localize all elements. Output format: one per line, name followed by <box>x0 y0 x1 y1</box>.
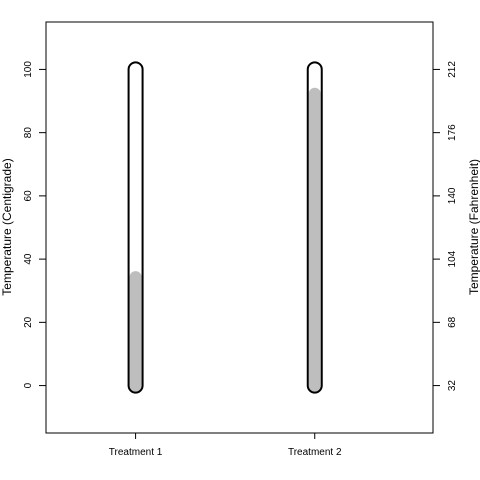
x-tick-label: Treatment 2 <box>288 447 342 458</box>
thermometers <box>127 61 323 394</box>
right-tick-label: 68 <box>447 316 458 328</box>
y-axis-title-left: Temperature (Centigrade) <box>0 158 14 295</box>
left-tick-label: 0 <box>23 382 34 388</box>
thermometer-fill <box>129 271 142 393</box>
left-y-axis: 0 20 40 60 80 100 <box>23 61 47 388</box>
thermometer-outline <box>306 61 323 394</box>
right-tick-label: 104 <box>447 250 458 267</box>
y-axis-title-right: Temperature (Fahrenheit) <box>467 159 480 295</box>
thermometer-1 <box>127 61 144 394</box>
thermometer-fill <box>308 87 321 393</box>
left-tick-label: 40 <box>23 253 34 265</box>
thermometer-2 <box>306 61 323 394</box>
right-tick-label: 212 <box>447 61 458 78</box>
right-tick-label: 140 <box>447 187 458 204</box>
right-tick-label: 176 <box>447 124 458 141</box>
left-tick-label: 20 <box>23 316 34 328</box>
left-tick-label: 80 <box>23 127 34 139</box>
x-tick-label: Treatment 1 <box>109 447 163 458</box>
left-tick-label: 100 <box>23 61 34 78</box>
plot-frame <box>45 21 434 434</box>
x-axis: Treatment 1 Treatment 2 <box>109 432 342 458</box>
thermometer-outline <box>127 61 144 394</box>
right-y-axis: 32 68 104 140 176 212 <box>432 61 458 392</box>
left-tick-label: 60 <box>23 190 34 202</box>
right-tick-label: 32 <box>447 380 458 392</box>
